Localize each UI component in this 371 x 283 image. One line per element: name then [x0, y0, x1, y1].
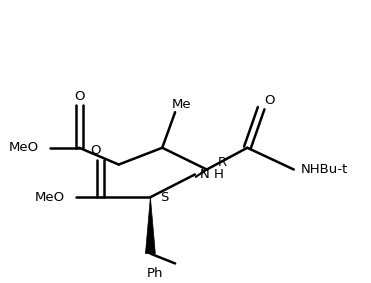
- Text: O: O: [91, 144, 101, 157]
- Text: N H: N H: [200, 168, 224, 181]
- Text: Ph: Ph: [147, 267, 164, 280]
- Text: R: R: [218, 156, 227, 169]
- Text: MeO: MeO: [9, 141, 39, 154]
- Text: O: O: [264, 94, 274, 107]
- Text: MeO: MeO: [35, 191, 65, 204]
- Text: NHBu-t: NHBu-t: [301, 163, 348, 176]
- Text: Me: Me: [172, 98, 192, 111]
- Polygon shape: [145, 197, 155, 254]
- Text: S: S: [160, 191, 169, 204]
- Text: O: O: [74, 90, 85, 103]
